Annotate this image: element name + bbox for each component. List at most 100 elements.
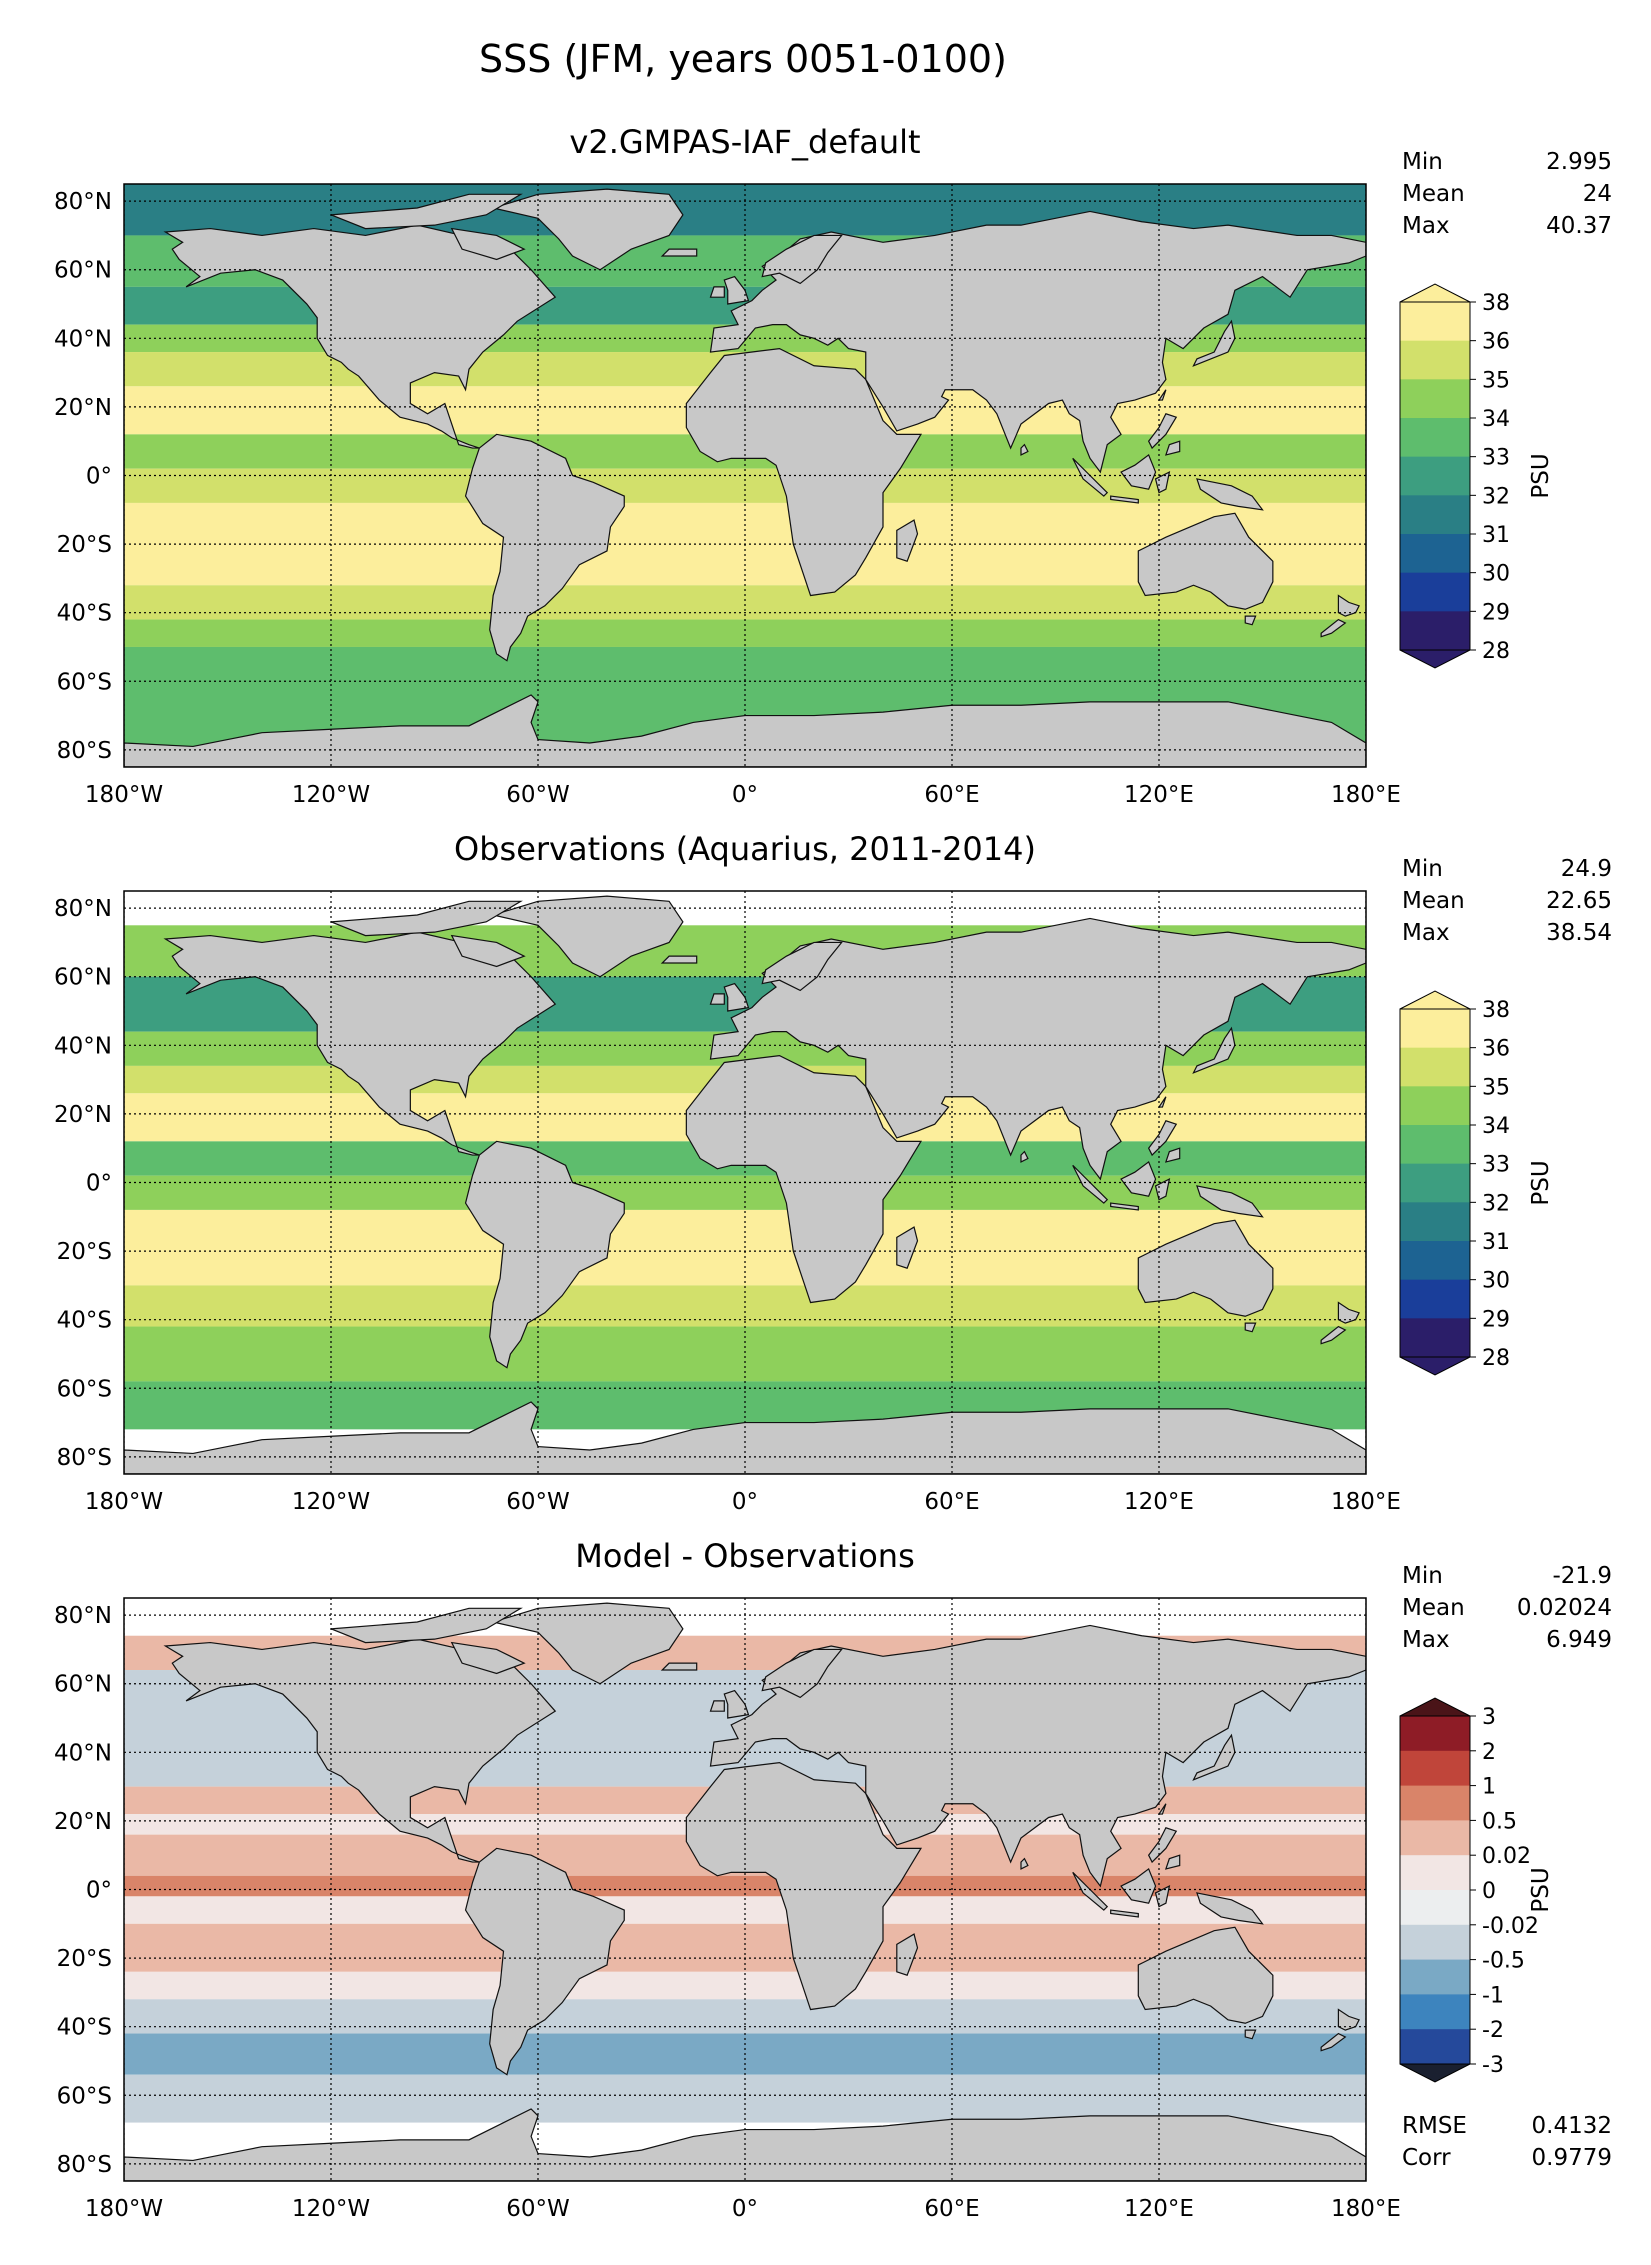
colorbar-tick-label: 36 xyxy=(1482,330,1510,355)
colorbar-tick-label: -0.5 xyxy=(1482,1949,1525,1974)
stat-value: 40.37 xyxy=(1546,213,1612,239)
lon-tick-label: 120°W xyxy=(292,2196,370,2222)
lat-tick-label: 80°S xyxy=(57,2152,112,2178)
colorbar-tick-label: 30 xyxy=(1482,1269,1510,1294)
lon-tick-label: 120°E xyxy=(1124,1489,1194,1515)
map-panel-1: v2.GMPAS-IAF_default 80°N 60°N 40°N 20°N 0° 20… xyxy=(54,123,1612,808)
lon-tick-label: 180°E xyxy=(1331,1489,1401,1515)
colorbar-extend-min xyxy=(1399,1356,1471,1376)
colorbar-tick-label: 3 xyxy=(1482,1705,1496,1730)
colorbar-tick-label: 35 xyxy=(1482,1075,1510,1100)
lon-tick-label: 60°E xyxy=(924,1489,979,1515)
colorbar: 38 36 35 34 33 32 31 30 29 28 PSU xyxy=(1399,990,1554,1376)
stat-value: 38.54 xyxy=(1546,920,1612,946)
colorbar-extend-max xyxy=(1399,990,1471,1010)
lon-tick-label: 120°W xyxy=(292,782,370,808)
map-body xyxy=(124,891,1366,1474)
colorbar-tick-label: 34 xyxy=(1482,407,1510,432)
map-frame xyxy=(123,183,1367,768)
colorbar-segment xyxy=(1400,1047,1470,1087)
lat-tick-label: 20°S xyxy=(57,532,112,558)
lat-tick-label: 60°S xyxy=(57,2083,112,2109)
stat-value: 22.65 xyxy=(1546,888,1612,914)
lat-tick-label: 20°N xyxy=(54,1102,112,1128)
stat-label: Min xyxy=(1402,856,1443,882)
stat-label: Corr xyxy=(1402,2145,1451,2171)
lon-tick-label: 0° xyxy=(732,2196,758,2222)
colorbar-segment xyxy=(1400,1279,1470,1319)
lon-tick-label: 0° xyxy=(732,1489,758,1515)
colorbar-segment xyxy=(1400,1241,1470,1281)
lat-tick-label: 80°S xyxy=(57,738,112,764)
lon-tick-label: 60°E xyxy=(924,2196,979,2222)
panel-title: v2.GMPAS-IAF_default xyxy=(569,123,920,161)
colorbar-tick-label: 29 xyxy=(1482,1307,1510,1332)
colorbar-tick-label: 38 xyxy=(1482,998,1510,1023)
stat-value: 6.949 xyxy=(1546,1627,1612,1653)
stat-label: Mean xyxy=(1402,888,1465,914)
stat-label: Max xyxy=(1402,920,1450,946)
stat-label: RMSE xyxy=(1402,2113,1467,2139)
colorbar-segment xyxy=(1400,495,1470,535)
colorbar-tick-label: -0.02 xyxy=(1482,1914,1539,1939)
colorbar-segment xyxy=(1400,302,1470,342)
lat-tick-label: 40°S xyxy=(57,2015,112,2041)
lat-tick-label: 20°N xyxy=(54,1809,112,1835)
map-frame xyxy=(123,890,1367,1475)
stat-value: 24.9 xyxy=(1561,856,1612,882)
lon-tick-label: 120°E xyxy=(1124,2196,1194,2222)
map-body xyxy=(124,1598,1366,2181)
colorbar-tick-label: -2 xyxy=(1482,2018,1504,2043)
colorbar-tick-label: 32 xyxy=(1482,484,1510,509)
colorbar-tick-label: 1 xyxy=(1482,1775,1496,1800)
stat-value: 0.4132 xyxy=(1532,2113,1612,2139)
colorbar-segment xyxy=(1400,1820,1470,1856)
lat-tick-label: 0° xyxy=(86,1878,112,1904)
stat-label: Mean xyxy=(1402,181,1465,207)
lat-tick-label: 60°S xyxy=(57,669,112,695)
lon-tick-label: 60°W xyxy=(506,782,570,808)
colorbar-segment xyxy=(1400,456,1470,496)
stat-label: Min xyxy=(1402,1563,1443,1589)
stat-value: -21.9 xyxy=(1552,1563,1612,1589)
colorbar-label: PSU xyxy=(1528,1160,1554,1205)
colorbar-segment xyxy=(1400,534,1470,574)
lat-tick-label: 40°N xyxy=(54,1740,112,1766)
colorbar-tick-label: 33 xyxy=(1482,446,1510,471)
lon-tick-label: 0° xyxy=(732,782,758,808)
colorbar-segment xyxy=(1400,1318,1470,1358)
colorbar-extend-min xyxy=(1399,649,1471,669)
lat-tick-label: 40°S xyxy=(57,601,112,627)
colorbar-segment xyxy=(1400,1086,1470,1126)
colorbar-tick-label: 28 xyxy=(1482,1346,1510,1371)
map-body xyxy=(124,184,1366,767)
map-panel-3: Model - Observations80°N60°N40°N20°N0°20… xyxy=(54,1537,1612,2222)
colorbar-label: PSU xyxy=(1528,453,1554,498)
stat-value: 0.02024 xyxy=(1517,1595,1612,1621)
colorbar-tick-label: -3 xyxy=(1482,2053,1504,2078)
colorbar-segment xyxy=(1400,1009,1470,1049)
stat-label: Max xyxy=(1402,1627,1450,1653)
colorbar-frame xyxy=(1399,301,1471,651)
lat-tick-label: 80°N xyxy=(54,896,112,922)
lon-tick-label: 180°W xyxy=(85,782,163,808)
lat-tick-label: 60°N xyxy=(54,965,112,991)
colorbar-segment xyxy=(1400,1163,1470,1203)
lat-tick-label: 40°N xyxy=(54,326,112,352)
salinity-band xyxy=(124,1326,1366,1382)
lat-tick-label: 20°N xyxy=(54,395,112,421)
colorbar-tick-label: 36 xyxy=(1482,1037,1510,1062)
colorbar-tick-label: 30 xyxy=(1482,562,1510,587)
lon-tick-label: 60°W xyxy=(506,2196,570,2222)
figure-suptitle: SSS (JFM, years 0051-0100) xyxy=(479,37,1007,81)
colorbar-segment xyxy=(1400,1785,1470,1821)
lon-tick-label: 60°W xyxy=(506,1489,570,1515)
lat-tick-label: 80°S xyxy=(57,1445,112,1471)
stat-value: 24 xyxy=(1583,181,1612,207)
colorbar-tick-label: 31 xyxy=(1482,523,1510,548)
colorbar-tick-label: 28 xyxy=(1482,639,1510,664)
lon-tick-label: 120°W xyxy=(292,1489,370,1515)
stat-label: Mean xyxy=(1402,1595,1465,1621)
salinity-band xyxy=(124,1875,1366,1897)
